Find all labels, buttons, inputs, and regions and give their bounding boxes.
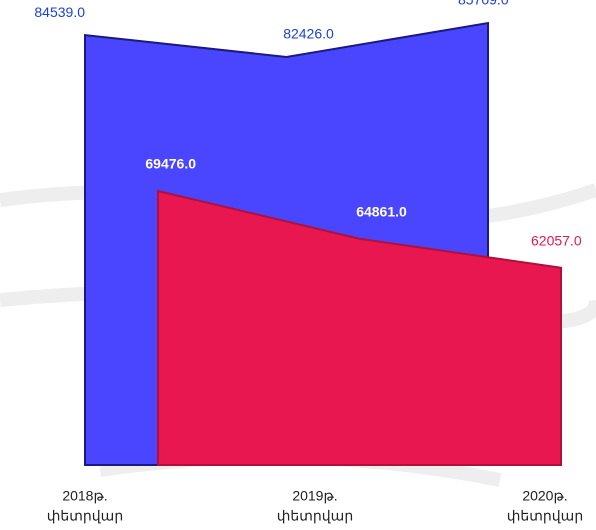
- x-tick-label: 2019թ.: [292, 488, 337, 504]
- x-tick-label: փետրվար: [277, 508, 353, 524]
- x-tick-label: փետրվար: [507, 508, 583, 524]
- value-label: 62057.0: [531, 232, 582, 248]
- value-label: 84539.0: [34, 4, 85, 20]
- x-tick-label: փետրվար: [47, 508, 123, 524]
- value-label: 64861.0: [356, 203, 407, 219]
- value-label: 69476.0: [145, 156, 196, 172]
- x-tick-label: 2020թ.: [522, 488, 567, 504]
- area: [157, 189, 562, 466]
- x-tick-label: 2018թ.: [62, 488, 107, 504]
- value-label: 85709.0: [458, 0, 509, 8]
- value-label: 82426.0: [283, 26, 334, 42]
